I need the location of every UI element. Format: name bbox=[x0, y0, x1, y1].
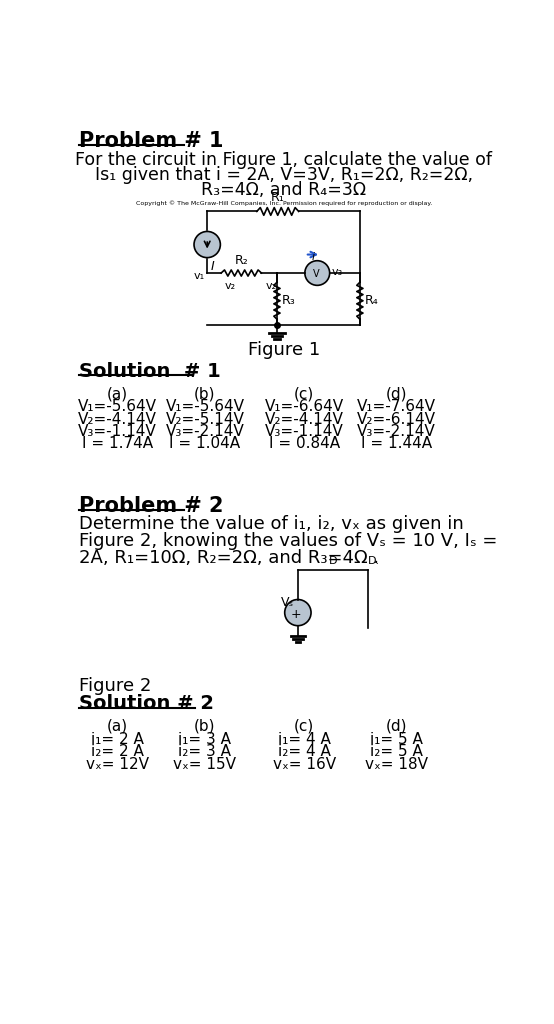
Text: (c): (c) bbox=[294, 719, 314, 734]
Text: Figure 2: Figure 2 bbox=[79, 677, 151, 695]
Text: Problem # 1: Problem # 1 bbox=[79, 131, 223, 151]
Text: V₁=-6.64V: V₁=-6.64V bbox=[264, 399, 343, 415]
Text: Vₛ: Vₛ bbox=[281, 596, 294, 608]
Text: D: D bbox=[329, 556, 337, 566]
Text: v₂: v₂ bbox=[265, 281, 276, 291]
Text: V₂=-5.14V: V₂=-5.14V bbox=[166, 412, 244, 427]
Text: For the circuit in Figure 1, calculate the value of: For the circuit in Figure 1, calculate t… bbox=[75, 151, 493, 169]
Text: V₂=-6.14V: V₂=-6.14V bbox=[357, 412, 436, 427]
Text: Solution # 2: Solution # 2 bbox=[79, 694, 213, 714]
Text: (c): (c) bbox=[294, 386, 314, 401]
Text: v₃: v₃ bbox=[331, 267, 342, 276]
Text: R₁: R₁ bbox=[271, 190, 285, 204]
Text: 2A, R₁=10Ω, R₂=2Ω, and R₃=4Ω .: 2A, R₁=10Ω, R₂=2Ω, and R₃=4Ω . bbox=[79, 549, 379, 566]
Circle shape bbox=[285, 599, 311, 626]
Text: R₃=4Ω, and R₄=3Ω: R₃=4Ω, and R₄=3Ω bbox=[201, 181, 367, 200]
Text: vₓ= 15V: vₓ= 15V bbox=[173, 757, 237, 772]
Text: V₃=-2.14V: V₃=-2.14V bbox=[166, 424, 244, 439]
Text: (a): (a) bbox=[107, 386, 128, 401]
Text: i₁= 5 A: i₁= 5 A bbox=[370, 732, 423, 746]
Text: I = 1.44A: I = 1.44A bbox=[361, 436, 432, 452]
Text: V: V bbox=[314, 268, 320, 279]
Text: (d): (d) bbox=[386, 719, 407, 734]
Text: v₁: v₁ bbox=[194, 271, 205, 282]
Text: i: i bbox=[312, 252, 315, 262]
Text: i₂= 5 A: i₂= 5 A bbox=[370, 744, 423, 759]
Text: R₃: R₃ bbox=[281, 294, 295, 307]
Text: (a): (a) bbox=[107, 719, 128, 734]
Text: +: + bbox=[290, 607, 301, 621]
Text: v₂: v₂ bbox=[224, 281, 235, 291]
Text: V₁=-7.64V: V₁=-7.64V bbox=[357, 399, 436, 415]
Text: Copyright © The McGraw-Hill Companies, Inc. Permission required for reproduction: Copyright © The McGraw-Hill Companies, I… bbox=[136, 200, 432, 206]
Text: (b): (b) bbox=[194, 719, 216, 734]
Text: i₂= 3 A: i₂= 3 A bbox=[178, 744, 232, 759]
Text: I = 1.04A: I = 1.04A bbox=[170, 436, 240, 452]
Text: Figure 2, knowing the values of Vₛ = 10 V, Iₛ =: Figure 2, knowing the values of Vₛ = 10 … bbox=[79, 531, 497, 550]
Text: vₓ= 18V: vₓ= 18V bbox=[365, 757, 428, 772]
Text: R₄: R₄ bbox=[365, 294, 378, 307]
Text: I = 1.74A: I = 1.74A bbox=[82, 436, 153, 452]
Text: Is₁ given that i = 2A, V=3V, R₁=2Ω, R₂=2Ω,: Is₁ given that i = 2A, V=3V, R₁=2Ω, R₂=2… bbox=[95, 166, 473, 184]
Text: i₂= 2 A: i₂= 2 A bbox=[91, 744, 143, 759]
Text: I: I bbox=[211, 260, 214, 273]
Text: Figure 1: Figure 1 bbox=[248, 341, 320, 358]
Text: V₁=-5.64V: V₁=-5.64V bbox=[166, 399, 244, 415]
Text: i₂= 4 A: i₂= 4 A bbox=[278, 744, 331, 759]
Text: V₂=-4.14V: V₂=-4.14V bbox=[265, 412, 343, 427]
Text: i₁= 2 A: i₁= 2 A bbox=[91, 732, 143, 746]
Text: V₃=-1.14V: V₃=-1.14V bbox=[265, 424, 343, 439]
Text: R₂: R₂ bbox=[234, 254, 248, 267]
Text: Determine the value of i₁, i₂, vₓ as given in: Determine the value of i₁, i₂, vₓ as giv… bbox=[79, 515, 463, 532]
Circle shape bbox=[305, 261, 330, 286]
Text: vₓ= 12V: vₓ= 12V bbox=[86, 757, 149, 772]
Text: V₂=-4.14V: V₂=-4.14V bbox=[78, 412, 157, 427]
Text: V₃=-1.14V: V₃=-1.14V bbox=[78, 424, 157, 439]
Text: vₓ= 16V: vₓ= 16V bbox=[273, 757, 336, 772]
Text: (d): (d) bbox=[386, 386, 407, 401]
Circle shape bbox=[194, 231, 220, 258]
Text: Solution  # 1: Solution # 1 bbox=[79, 361, 220, 381]
Text: i₁= 4 A: i₁= 4 A bbox=[278, 732, 331, 746]
Text: V₃=-2.14V: V₃=-2.14V bbox=[357, 424, 435, 439]
Text: I = 0.84A: I = 0.84A bbox=[269, 436, 340, 452]
Text: (b): (b) bbox=[194, 386, 216, 401]
Text: Problem # 2: Problem # 2 bbox=[79, 496, 223, 515]
Text: D.: D. bbox=[368, 556, 380, 566]
Text: V₁=-5.64V: V₁=-5.64V bbox=[78, 399, 157, 415]
Text: i₁= 3 A: i₁= 3 A bbox=[178, 732, 232, 746]
